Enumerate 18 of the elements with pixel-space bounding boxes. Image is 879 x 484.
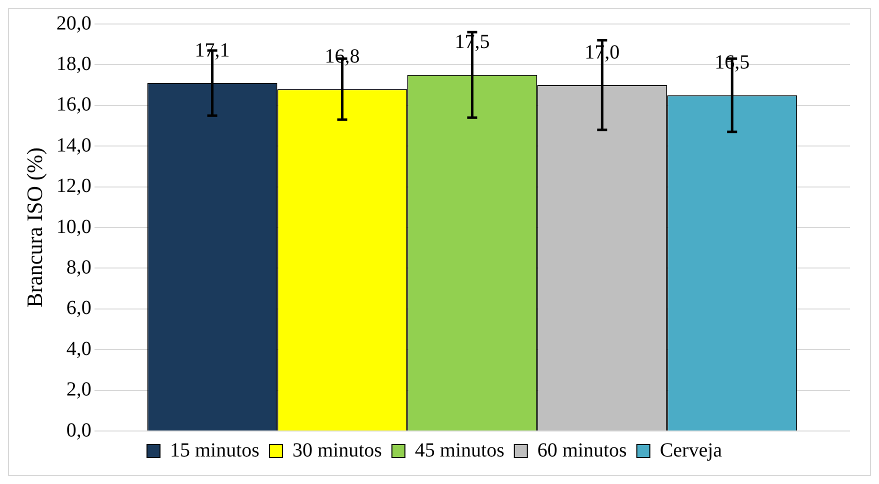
y-tick-label: 14,0 bbox=[56, 134, 92, 156]
y-tick-label: 8,0 bbox=[66, 256, 92, 278]
y-tick-label: 6,0 bbox=[66, 297, 92, 320]
legend-label: 60 minutos bbox=[537, 439, 628, 462]
y-tick-label: 16,0 bbox=[56, 94, 92, 116]
y-tick-label: 18,0 bbox=[56, 52, 92, 75]
y-tick-label: 0,0 bbox=[66, 419, 92, 442]
y-axis-title: Brancura ISO (%) bbox=[22, 147, 47, 308]
y-tick-label: 10,0 bbox=[56, 216, 92, 238]
text: 17,1 bbox=[194, 39, 230, 62]
y-tick-label: 12,0 bbox=[56, 175, 92, 198]
y-tick-label: 20,0 bbox=[56, 12, 92, 34]
legend-label: 30 minutos bbox=[292, 439, 382, 462]
y-tick-label: 2,0 bbox=[66, 378, 92, 401]
legend-label: 15 minutos bbox=[170, 439, 260, 462]
legend-label: Cerveja bbox=[660, 439, 722, 462]
y-tick-label: 4,0 bbox=[66, 338, 92, 360]
legend-label: 45 minutos bbox=[414, 439, 505, 462]
